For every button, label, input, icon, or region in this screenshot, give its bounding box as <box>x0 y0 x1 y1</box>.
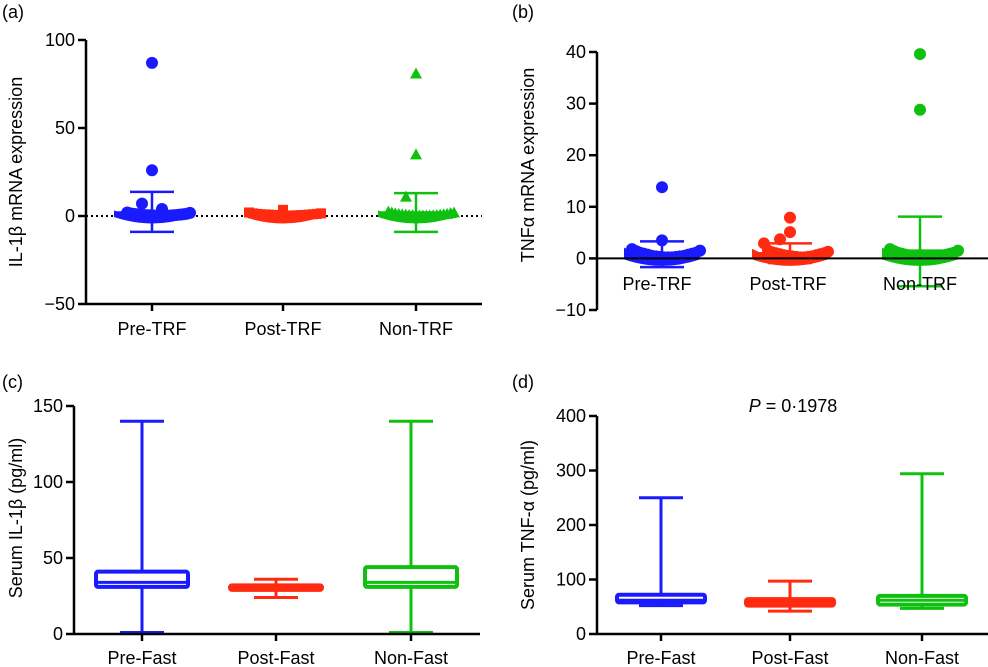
panel-d: (d) Serum TNF-α (pg/ml) P = 0·1978 0 100 2… <box>512 372 988 667</box>
y-ticks-b: −10 0 10 20 30 40 <box>555 42 597 320</box>
x-label-non-fast-d: Non-Fast <box>885 648 959 667</box>
x-label-pre-trf: Pre-TRF <box>118 319 187 339</box>
data-point <box>784 211 796 224</box>
x-label-post-fast-d: Post-Fast <box>751 648 828 667</box>
box-post-fast <box>744 579 836 613</box>
x-labels-a: Pre-TRF Post-TRF Non-TRF <box>118 319 454 339</box>
x-label-post-trf: Post-TRF <box>244 319 321 339</box>
x-labels-c: Pre-Fast Post-Fast Non-Fast <box>107 648 448 667</box>
y-tick-label-b-0: −10 <box>555 300 586 320</box>
p-symbol: P <box>749 396 761 416</box>
series-post-trf <box>244 204 326 224</box>
marks-b <box>624 48 964 288</box>
marks-c <box>94 419 459 634</box>
data-point <box>400 190 412 202</box>
x-label-pre-fast-d: Pre-Fast <box>626 648 695 667</box>
y-tick-label-a-2: 50 <box>55 118 75 138</box>
y-tick-label-a-3: 100 <box>45 30 75 50</box>
y-tick-label-d-0: 0 <box>576 624 586 644</box>
x-label-post-fast-c: Post-Fast <box>237 648 314 667</box>
panel-label-d: (d) <box>512 372 534 392</box>
y-axis-label-b: TNFα mRNA expression <box>518 68 538 262</box>
point-cluster <box>752 248 828 266</box>
data-point <box>656 181 668 194</box>
panel-label-b: (b) <box>512 2 534 22</box>
y-tick-label-a-0: −50 <box>44 294 75 314</box>
data-point <box>278 204 288 215</box>
box-post-fast <box>228 577 324 600</box>
data-point <box>410 67 422 79</box>
x-label-pre-fast-c: Pre-Fast <box>107 648 176 667</box>
p-value-annotation: P = 0·1978 <box>749 396 838 416</box>
y-ticks-a: −50 0 50 100 <box>44 30 86 314</box>
point-cluster <box>245 210 321 224</box>
x-labels-d: Pre-Fast Post-Fast Non-Fast <box>626 648 959 667</box>
y-tick-label-d-1: 100 <box>556 570 586 590</box>
marks-a <box>114 56 460 234</box>
box-non-fast <box>876 472 968 610</box>
y-tick-label-d-4: 400 <box>556 406 586 426</box>
x-labels-b: Pre-TRF Post-TRF Non-TRF <box>623 274 958 294</box>
box-non-fast <box>363 419 459 634</box>
p-value-text: = 0·1978 <box>761 396 838 416</box>
x-label-non-fast-c: Non-Fast <box>374 648 448 667</box>
point-cluster <box>114 210 190 224</box>
axes-a <box>84 40 482 311</box>
x-label-pre-trf-b: Pre-TRF <box>623 274 692 294</box>
y-tick-label-c-3: 150 <box>33 396 63 416</box>
y-tick-label-b-5: 40 <box>566 42 586 62</box>
box-pre-fast <box>94 419 190 634</box>
x-label-non-trf: Non-TRF <box>379 319 453 339</box>
y-ticks-d: 0 100 200 300 400 <box>556 406 597 644</box>
series-non-trf <box>378 67 460 234</box>
y-axis-label-a: IL-1β mRNA expression <box>6 77 26 267</box>
panel-c: (c) Serum IL-1β (pg/ml) 0 50 100 150 Pre-Fa… <box>2 372 480 667</box>
panel-a: (a) IL-1β mRNA expression −50 0 50 100 Pre-… <box>2 2 482 339</box>
point-cluster <box>624 247 700 266</box>
y-tick-label-a-1: 0 <box>65 206 75 226</box>
data-point <box>914 48 926 61</box>
data-point <box>784 226 796 239</box>
box-iqr <box>363 565 459 589</box>
y-axis-label-c: Serum IL-1β (pg/ml) <box>6 438 26 598</box>
panel-label-a: (a) <box>2 2 24 22</box>
series-pre-trf <box>114 56 196 234</box>
marks-d <box>615 472 968 613</box>
axes-c <box>72 406 480 641</box>
data-point <box>410 148 422 160</box>
y-tick-label-d-3: 300 <box>556 461 586 481</box>
data-point <box>146 164 158 177</box>
y-tick-label-c-2: 100 <box>33 472 63 492</box>
panel-b: (b) TNFα mRNA expression −10 0 10 20 30 40 Pr… <box>512 2 988 320</box>
axes-d <box>595 416 988 641</box>
y-tick-label-b-3: 20 <box>566 145 586 165</box>
y-ticks-c: 0 50 100 150 <box>33 396 74 644</box>
data-point <box>146 56 158 69</box>
y-tick-label-d-2: 200 <box>556 515 586 535</box>
data-point <box>914 103 926 116</box>
y-tick-label-b-1: 0 <box>576 248 586 268</box>
point-cluster <box>378 210 454 224</box>
y-axis-label-d: Serum TNF-α (pg/ml) <box>518 440 538 610</box>
box-pre-fast <box>615 496 707 608</box>
series-non-trf <box>882 48 964 288</box>
point-cluster <box>882 247 958 266</box>
box-iqr <box>94 569 190 589</box>
y-tick-label-c-0: 0 <box>53 624 63 644</box>
x-label-non-trf-b: Non-TRF <box>883 274 957 294</box>
data-point <box>136 197 148 210</box>
y-tick-label-c-1: 50 <box>43 548 63 568</box>
series-pre-trf <box>624 181 706 269</box>
x-label-post-trf-b: Post-TRF <box>749 274 826 294</box>
y-tick-label-b-2: 10 <box>566 197 586 217</box>
y-tick-label-b-4: 30 <box>566 94 586 114</box>
panel-label-c: (c) <box>2 372 23 392</box>
